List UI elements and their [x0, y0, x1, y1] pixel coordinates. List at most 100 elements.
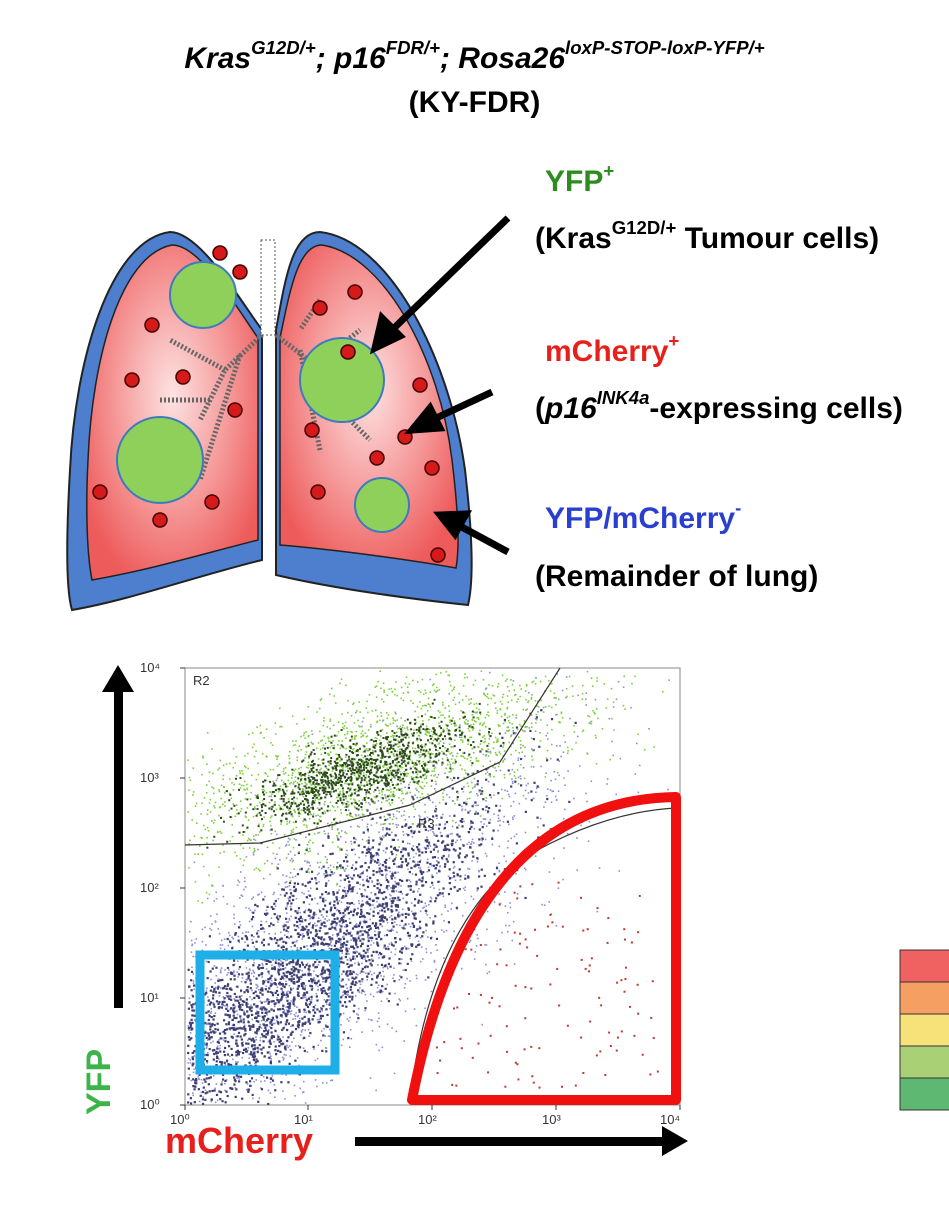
event-dot	[459, 736, 461, 739]
event-dot	[355, 913, 359, 916]
event-dot	[206, 1061, 209, 1064]
event-dot	[459, 819, 462, 823]
event-dot	[372, 950, 375, 954]
event-dot	[668, 679, 670, 681]
event-dot	[516, 728, 519, 731]
event-dot	[320, 767, 322, 770]
event-dot	[452, 699, 455, 702]
event-dot	[327, 866, 330, 869]
event-dot	[291, 949, 294, 952]
event-dot	[429, 678, 431, 681]
event-dot	[523, 719, 526, 722]
event-dot	[282, 808, 284, 811]
event-dot	[193, 1055, 196, 1057]
event-dot	[276, 756, 279, 758]
event-dot	[429, 845, 432, 847]
event-dot	[233, 1078, 236, 1081]
event-dot	[190, 970, 194, 973]
event-dot	[313, 911, 316, 914]
event-dot	[219, 830, 221, 833]
event-dot	[386, 967, 389, 970]
event-dot	[404, 982, 407, 985]
event-dot	[499, 753, 502, 755]
event-dot	[226, 903, 228, 905]
event-dot	[267, 775, 269, 778]
event-dot	[261, 988, 264, 991]
event-dot	[346, 865, 349, 867]
event-dot	[307, 1020, 310, 1023]
event-dot	[479, 713, 482, 716]
event-dot	[322, 972, 325, 974]
event-dot	[268, 1051, 270, 1053]
event-dot	[232, 937, 235, 940]
event-dot	[265, 1011, 268, 1014]
event-dot	[345, 924, 348, 927]
event-dot	[286, 999, 289, 1002]
event-dot	[378, 903, 381, 906]
event-dot	[290, 894, 293, 897]
event-dot	[406, 686, 409, 689]
event-dot	[276, 1049, 280, 1052]
event-dot	[438, 880, 441, 883]
event-dot	[308, 894, 312, 897]
event-dot	[229, 1029, 232, 1031]
event-dot	[207, 996, 209, 998]
event-dot	[305, 870, 308, 873]
event-dot	[275, 989, 279, 993]
event-dot	[267, 980, 270, 984]
event-dot	[291, 898, 295, 902]
event-dot	[260, 1001, 263, 1004]
event-dot	[287, 1013, 290, 1015]
event-dot	[433, 843, 436, 846]
event-dot	[229, 971, 232, 974]
event-dot	[349, 798, 352, 800]
event-dot	[321, 1049, 324, 1053]
event-dot	[311, 926, 314, 929]
event-dot	[227, 1009, 230, 1013]
event-dot	[394, 948, 397, 951]
event-dot	[352, 1010, 355, 1013]
event-dot	[408, 683, 411, 685]
event-dot	[443, 729, 446, 732]
event-dot	[404, 916, 408, 919]
event-dot	[378, 739, 381, 742]
event-dot	[394, 834, 397, 837]
event-dot	[216, 1047, 219, 1050]
event-dot	[371, 959, 374, 962]
event-dot	[332, 914, 335, 917]
event-dot	[226, 1005, 229, 1008]
event-dot	[472, 683, 475, 686]
event-dot	[300, 961, 304, 964]
event-dot	[491, 684, 494, 687]
event-dot	[269, 1055, 272, 1057]
event-dot	[273, 937, 277, 940]
event-dot	[594, 698, 597, 701]
event-dot	[269, 816, 272, 819]
event-dot	[380, 711, 382, 714]
event-dot	[379, 884, 382, 887]
event-dot	[251, 911, 253, 914]
event-dot	[366, 840, 368, 842]
event-dot	[400, 962, 402, 965]
event-dot	[244, 1029, 247, 1032]
event-dot	[292, 1018, 294, 1020]
event-dot	[476, 934, 478, 936]
event-dot	[501, 931, 503, 934]
event-dot	[324, 932, 327, 935]
event-dot	[413, 861, 416, 863]
event-dot	[251, 998, 253, 1001]
event-dot	[297, 1014, 300, 1017]
event-dot	[487, 780, 490, 783]
event-dot	[388, 789, 390, 792]
event-dot	[288, 917, 291, 920]
event-dot	[464, 856, 467, 859]
event-dot	[407, 893, 409, 895]
event-dot	[266, 990, 270, 993]
event-dot	[290, 975, 293, 978]
event-dot	[522, 766, 525, 769]
event-dot	[361, 895, 364, 898]
event-dot	[191, 994, 194, 996]
event-dot	[336, 935, 339, 938]
event-dot	[258, 964, 261, 967]
event-dot	[213, 1023, 216, 1027]
